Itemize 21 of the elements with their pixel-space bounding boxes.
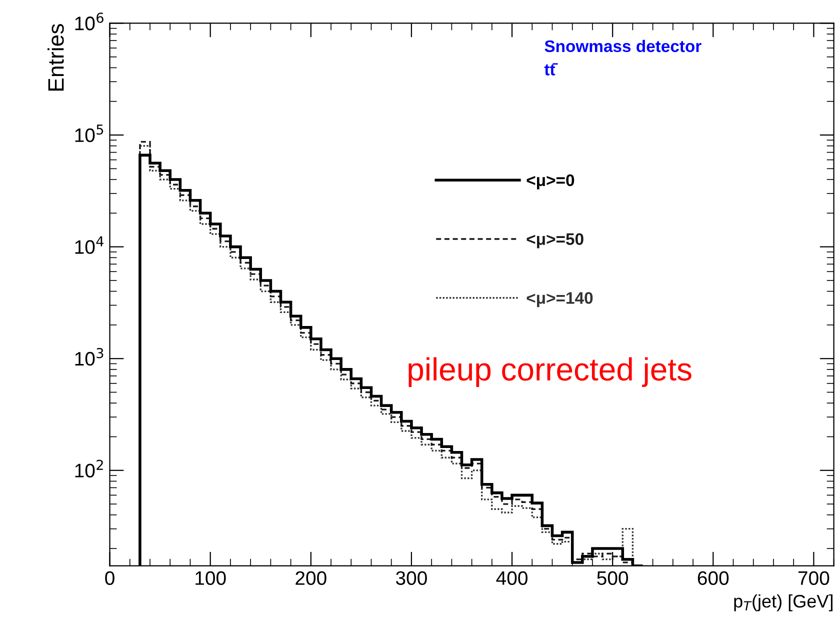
text: <μ>=0: [526, 174, 574, 190]
y-tick-label: 10$^{5}$: [75, 124, 104, 142]
annotation: pileup corrected jets: [408, 357, 692, 388]
y-tick-label: 10$^{3}$: [75, 348, 104, 366]
annotation: tt̄: [544, 63, 558, 76]
x-tick-label: 300: [396, 571, 427, 585]
y-tick-label: 10$^{6}$: [75, 12, 104, 30]
x-tick-label: 500: [597, 571, 628, 585]
x-axis-title: p$_{T}$(jet) [GeV]: [734, 594, 832, 612]
text: <μ>=140: [526, 292, 593, 308]
annotation: Snowmass detector: [544, 40, 702, 52]
x-tick-label: 400: [496, 571, 528, 585]
x-tick-label: 200: [296, 571, 326, 585]
x-tick-label: 700: [798, 571, 830, 585]
y-tick-label: 10$^{2}$: [75, 460, 103, 478]
y-axis-title: Entries: [48, 24, 64, 91]
x-tick-label: 600: [698, 571, 729, 585]
y-tick-label: 10$^{4}$: [75, 236, 104, 254]
text: <μ>=50: [526, 233, 584, 248]
x-tick-label: 0: [105, 571, 114, 585]
x-tick-label: 100: [196, 571, 226, 585]
